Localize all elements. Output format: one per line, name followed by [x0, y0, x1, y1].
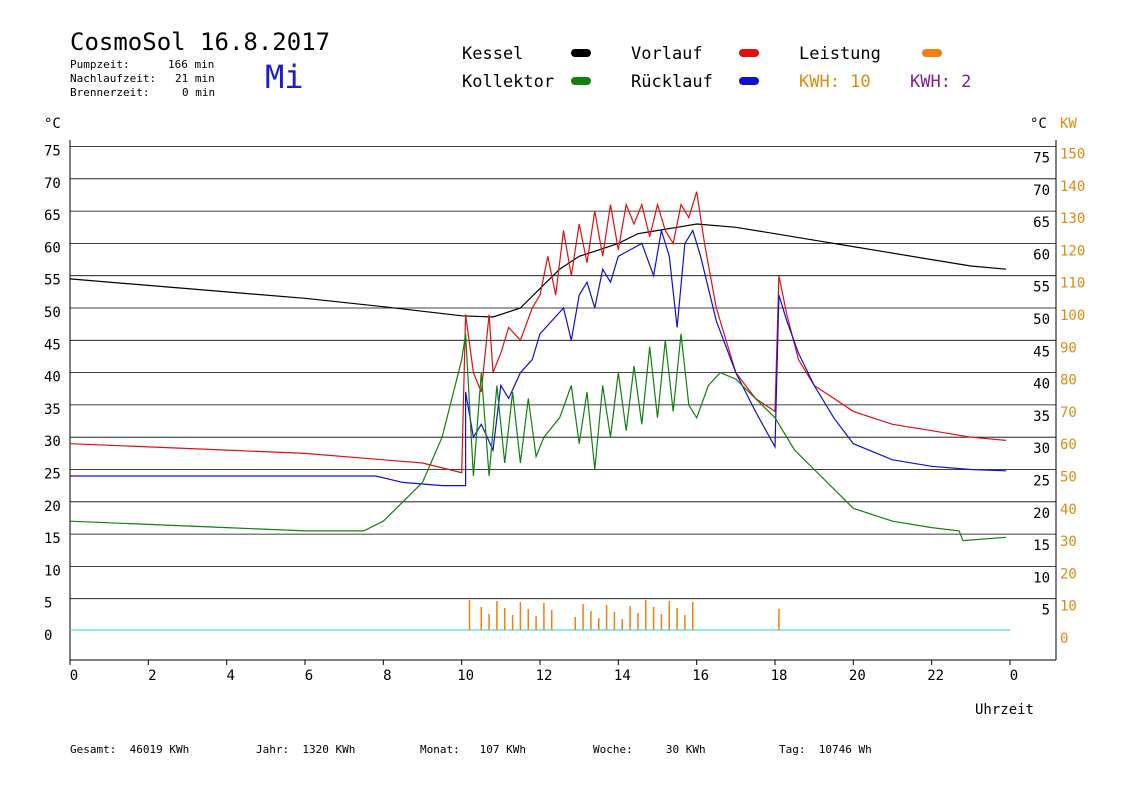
- y-tick-kw: 140: [1060, 179, 1085, 195]
- series-kollektor: [69, 333, 1007, 542]
- x-tick-label: 0: [70, 668, 78, 684]
- x-tick-label: 16: [692, 668, 709, 684]
- y-tick-right: 45: [1033, 344, 1050, 360]
- y-tick-left: 50: [44, 305, 61, 321]
- y-tick-kw: 100: [1060, 308, 1085, 324]
- x-tick-label: 0: [1010, 668, 1018, 684]
- y-tick-left: 20: [44, 499, 61, 515]
- y-tick-right: 10: [1033, 570, 1050, 586]
- y-tick-right: 15: [1033, 538, 1050, 554]
- legend-ruecklauf-swatch: [739, 77, 759, 85]
- x-tick-label: 14: [614, 668, 631, 684]
- x-tick-label: 6: [305, 668, 313, 684]
- y-tick-right: 25: [1033, 474, 1050, 490]
- y-tick-right: 20: [1033, 506, 1050, 522]
- x-tick-label: 22: [927, 668, 944, 684]
- legend-kessel-swatch: [571, 49, 591, 57]
- y-tick-left: 55: [44, 273, 61, 289]
- y-tick-kw: 90: [1060, 340, 1077, 356]
- y-tick-kw: 70: [1060, 405, 1077, 421]
- y-tick-kw: 150: [1060, 147, 1085, 163]
- y-tick-left: 10: [44, 563, 61, 579]
- x-tick-label: 8: [383, 668, 391, 684]
- y-tick-left: 60: [44, 240, 61, 256]
- y-tick-right: 30: [1033, 441, 1050, 457]
- after-run-label: Nachlaufzeit:: [70, 72, 157, 85]
- burner-time-label: Brennerzeit:: [70, 86, 150, 99]
- legend-kwh-2: KWH: 2: [910, 72, 972, 92]
- y-label-right: °C: [1030, 116, 1047, 132]
- y-tick-right: 35: [1033, 409, 1050, 425]
- y-tick-kw: 60: [1060, 437, 1077, 453]
- y-tick-right: 40: [1033, 377, 1050, 393]
- y-tick-kw: 10: [1060, 599, 1077, 615]
- series-ruecklauf: [70, 229, 1007, 487]
- y-tick-right: 60: [1033, 247, 1050, 263]
- y-tick-kw: 110: [1060, 276, 1085, 292]
- y-tick-kw: 120: [1060, 243, 1085, 259]
- y-tick-left: 5: [44, 596, 52, 612]
- burner-time-value: 0 min: [182, 86, 216, 99]
- y-tick-kw: 0: [1060, 631, 1068, 647]
- y-label-left: °C: [44, 116, 61, 132]
- y-tick-left: 65: [44, 208, 61, 224]
- y-tick-left: 75: [44, 144, 61, 160]
- legend-vorlauf: Vorlauf: [631, 44, 703, 64]
- x-tick-label: 20: [849, 668, 866, 684]
- legend-kessel: Kessel: [462, 44, 524, 64]
- y-tick-right: 75: [1033, 151, 1050, 167]
- pump-time-label: Pumpzeit:: [70, 58, 130, 71]
- series-kessel: [69, 223, 1007, 318]
- y-label-kw: KW: [1060, 116, 1077, 132]
- legend-leistung-swatch: [922, 49, 942, 57]
- y-tick-left: 40: [44, 370, 61, 386]
- legend-kwh-1: KWH: 10: [799, 72, 871, 92]
- after-run-value: 21 min: [175, 72, 215, 85]
- y-tick-left: 70: [44, 176, 61, 192]
- footer-day: Tag: 10746 Wh: [779, 743, 872, 756]
- footer-month: Monat: 107 KWh: [420, 743, 526, 756]
- y-tick-left: 45: [44, 337, 61, 353]
- series-vorlauf: [69, 191, 1007, 474]
- y-tick-right: 65: [1033, 215, 1050, 231]
- x-tick-label: 12: [536, 668, 553, 684]
- x-tick-label: 18: [771, 668, 788, 684]
- pump-time-value: 166 min: [168, 58, 215, 71]
- y-tick-kw: 80: [1060, 373, 1077, 389]
- y-tick-kw: 50: [1060, 470, 1077, 486]
- y-tick-kw: 20: [1060, 566, 1077, 582]
- chart-title: CosmoSol 16.8.2017: [70, 28, 331, 56]
- y-tick-kw: 30: [1060, 534, 1077, 550]
- legend-vorlauf-swatch: [739, 49, 759, 57]
- y-tick-right: 5: [1042, 603, 1050, 619]
- y-tick-left: 25: [44, 467, 61, 483]
- x-tick-label: 10: [457, 668, 474, 684]
- footer-total: Gesamt: 46019 KWh: [70, 743, 190, 756]
- weekday-label: Mi: [265, 58, 304, 96]
- legend-leistung: Leistung: [799, 44, 881, 64]
- y-tick-right: 50: [1033, 312, 1050, 328]
- x-axis-label: Uhrzeit: [975, 702, 1034, 718]
- y-tick-left: 0: [44, 628, 52, 644]
- y-tick-right: 70: [1033, 183, 1050, 199]
- y-tick-left: 35: [44, 402, 61, 418]
- y-tick-left: 30: [44, 434, 61, 450]
- legend-kollektor: Kollektor: [462, 72, 555, 92]
- legend-kollektor-swatch: [571, 77, 591, 85]
- footer-year: Jahr: 1320 KWh: [256, 743, 356, 756]
- y-tick-left: 15: [44, 531, 61, 547]
- x-tick-label: 2: [148, 668, 156, 684]
- y-tick-kw: 40: [1060, 502, 1077, 518]
- footer-week: Woche: 30 KWh: [593, 743, 706, 756]
- y-tick-right: 55: [1033, 280, 1050, 296]
- x-tick-label: 4: [226, 668, 234, 684]
- legend-ruecklauf: Rücklauf: [631, 72, 713, 92]
- y-tick-kw: 130: [1060, 211, 1085, 227]
